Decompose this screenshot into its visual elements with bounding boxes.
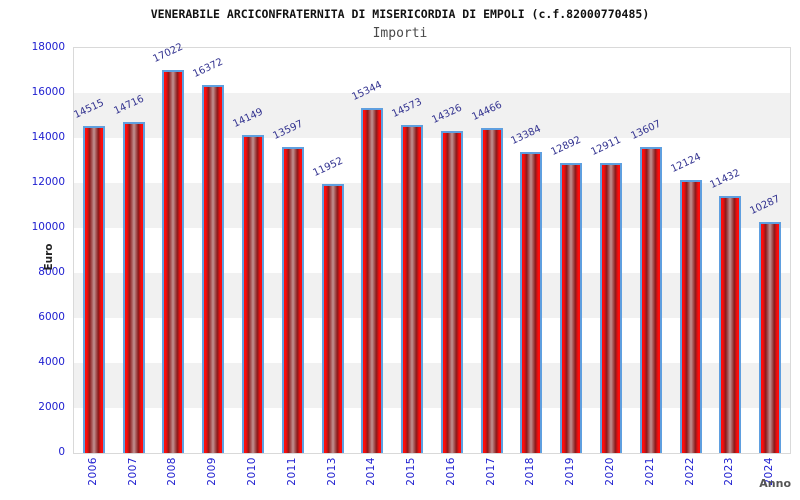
- bar: [401, 125, 424, 453]
- bar-slot: 13384: [509, 48, 552, 453]
- x-tick-label: 2016: [444, 457, 457, 486]
- x-tick-label: 2008: [166, 457, 179, 486]
- x-tick-label: 2021: [643, 457, 656, 486]
- bar-slot: 15344: [350, 48, 392, 453]
- bar-value-label: 11432: [708, 167, 743, 191]
- x-tick-label: 2011: [285, 457, 298, 486]
- x-tick-label: 2014: [365, 457, 378, 486]
- bar-value-label: 14716: [112, 93, 146, 117]
- chart-subtitle: Importi: [372, 26, 428, 41]
- bar: [321, 184, 344, 453]
- y-axis: 0 2000 4000 6000 8000 10000 12000 14000 16000 180…: [0, 41, 69, 458]
- y-tick-label: 0: [58, 446, 65, 458]
- y-tick-label: 6000: [38, 311, 65, 323]
- bar-slot: 12124: [668, 48, 711, 453]
- bar-slot: 11952: [310, 48, 353, 453]
- bar-value-label: 14573: [390, 96, 424, 121]
- bar-value-label: 13597: [271, 118, 305, 143]
- bar: [520, 151, 543, 453]
- bar-slot: 16372: [191, 48, 233, 453]
- bar: [361, 107, 384, 453]
- bar-value-label: 12911: [589, 134, 623, 158]
- x-tick-label: 2006: [86, 457, 99, 486]
- bar-value-label: 14515: [72, 98, 106, 122]
- bar: [122, 121, 145, 453]
- y-tick-label: 10000: [31, 221, 65, 233]
- y-tick-label: 8000: [38, 266, 65, 278]
- bar: [600, 162, 623, 453]
- x-tick-label: 2007: [126, 457, 139, 486]
- bar-value-label: 14149: [231, 106, 265, 130]
- bar: [162, 70, 185, 453]
- x-axis-title: Anno: [759, 477, 791, 490]
- bars-container: 14515 14716 17022 16372 14149 13597 11952 15344…: [72, 42, 790, 453]
- x-tick-label: 2015: [405, 457, 418, 486]
- bar-slot: 17022: [152, 42, 194, 453]
- bar-slot: 12911: [589, 48, 631, 453]
- bar: [759, 221, 782, 453]
- bar-slot: 13597: [271, 48, 313, 453]
- bar-value-label: 11952: [310, 155, 345, 180]
- y-tick-label: 16000: [31, 86, 65, 98]
- bar-slot: 14149: [231, 48, 273, 453]
- bar-value-label: 12892: [549, 134, 584, 158]
- bar-slot: 12892: [549, 48, 591, 453]
- bar: [242, 134, 265, 453]
- x-tick-label: 2010: [246, 457, 259, 486]
- bar-value-label: 17022: [151, 41, 186, 66]
- bar-value-label: 14326: [430, 102, 464, 126]
- y-tick-label: 2000: [38, 401, 65, 413]
- bar-value-label: 15344: [350, 79, 385, 103]
- chart-title: VENERABILE ARCICONFRATERNITA DI MISERICO…: [150, 7, 650, 21]
- bar-slot: 14326: [430, 48, 472, 453]
- bar-value-label: 12124: [668, 151, 703, 176]
- bar: [560, 162, 583, 453]
- bar: [480, 127, 503, 453]
- bar: [719, 195, 742, 453]
- bar-value-label: 13607: [629, 118, 663, 142]
- x-tick-label: 2018: [524, 457, 537, 486]
- bar-value-label: 10287: [748, 193, 783, 217]
- bar: [679, 180, 702, 453]
- y-tick-label: 12000: [31, 176, 65, 188]
- y-tick-label: 14000: [31, 131, 65, 143]
- x-tick-label: 2019: [564, 457, 577, 486]
- y-tick-label: 4000: [38, 356, 65, 368]
- x-axis: 2006 2007 2008 2009 2010 2011 2013 2014 2015 2016…: [73, 457, 789, 499]
- bar-value-label: 13384: [509, 123, 544, 147]
- x-tick-label: 2022: [683, 457, 696, 486]
- bar: [440, 130, 463, 453]
- x-tick-label: 2020: [604, 457, 617, 486]
- bar-slot: 14716: [112, 48, 154, 453]
- x-tick-label: 2023: [723, 457, 736, 486]
- bar: [639, 146, 662, 453]
- bar: [82, 126, 105, 453]
- x-tick-label: 2017: [484, 457, 497, 486]
- plot-area: 14515 14716 17022 16372 14149 13597 11952 15344…: [72, 42, 791, 454]
- bar: [202, 84, 225, 453]
- x-tick-label: 2009: [206, 457, 219, 486]
- bar-value-label: 16372: [191, 56, 226, 80]
- bar-slot: 10287: [748, 48, 790, 453]
- bar-value-label: 14466: [470, 99, 504, 123]
- bar-slot: 14466: [470, 48, 512, 453]
- x-tick-label: 2013: [325, 457, 338, 486]
- bar: [281, 147, 304, 453]
- bar-slot: 11432: [708, 48, 751, 453]
- bar-slot: 14573: [390, 48, 432, 453]
- bar-slot: 13607: [629, 48, 671, 453]
- y-tick-label: 18000: [31, 41, 65, 53]
- bar-slot: 14515: [72, 48, 114, 453]
